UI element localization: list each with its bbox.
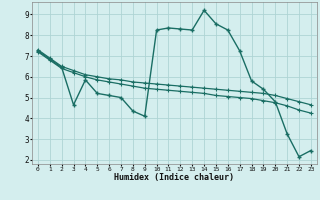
X-axis label: Humidex (Indice chaleur): Humidex (Indice chaleur) [115, 173, 234, 182]
